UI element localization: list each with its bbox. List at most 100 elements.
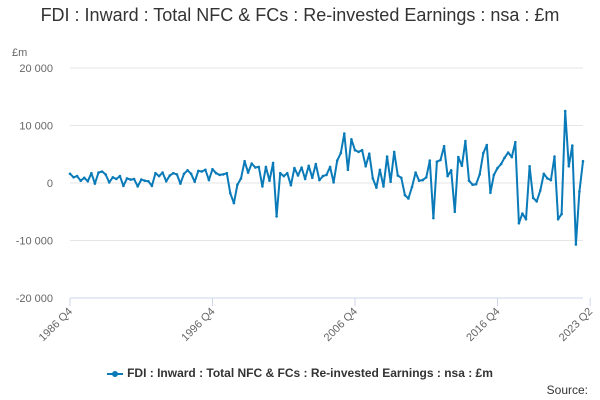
data-point[interactable] [164, 180, 168, 183]
data-point[interactable] [556, 217, 560, 221]
data-point[interactable] [425, 176, 428, 179]
data-point[interactable] [250, 162, 253, 165]
data-point[interactable] [421, 178, 425, 182]
data-point[interactable] [236, 183, 239, 186]
data-point[interactable] [172, 171, 175, 175]
data-point[interactable] [578, 190, 581, 193]
data-point[interactable] [318, 178, 321, 182]
data-point[interactable] [97, 171, 100, 174]
data-point[interactable] [211, 167, 214, 171]
data-point[interactable] [371, 177, 375, 180]
data-point[interactable] [457, 155, 460, 159]
data-point[interactable] [389, 180, 392, 184]
data-point[interactable] [382, 185, 385, 188]
data-point[interactable] [79, 179, 82, 182]
data-point[interactable] [140, 178, 143, 181]
data-point[interactable] [535, 200, 538, 203]
data-point[interactable] [93, 182, 97, 185]
data-point[interactable] [132, 177, 136, 181]
data-point[interactable] [542, 172, 546, 176]
data-point[interactable] [293, 166, 296, 170]
data-point[interactable] [311, 176, 314, 180]
data-point[interactable] [517, 222, 521, 225]
data-point[interactable] [193, 180, 196, 184]
data-point[interactable] [364, 165, 368, 168]
data-point[interactable] [75, 174, 79, 178]
data-point[interactable] [403, 193, 407, 197]
data-point[interactable] [442, 144, 446, 148]
data-point[interactable] [107, 181, 111, 184]
data-point[interactable] [503, 156, 506, 159]
data-point[interactable] [186, 169, 189, 172]
data-point[interactable] [232, 201, 236, 205]
data-point[interactable] [392, 150, 396, 154]
data-point[interactable] [439, 158, 442, 162]
data-point[interactable] [207, 178, 211, 182]
data-point[interactable] [492, 173, 496, 177]
data-point[interactable] [385, 155, 389, 158]
data-point[interactable] [353, 148, 357, 152]
data-point[interactable] [268, 179, 271, 182]
data-point[interactable] [581, 159, 585, 163]
data-point[interactable] [489, 191, 492, 195]
data-point[interactable] [182, 172, 186, 176]
data-point[interactable] [378, 168, 382, 172]
data-point[interactable] [68, 172, 72, 176]
data-point[interactable] [350, 138, 353, 141]
data-point[interactable] [225, 171, 229, 175]
data-point[interactable] [161, 171, 164, 174]
data-point[interactable] [282, 174, 286, 178]
data-point[interactable] [86, 180, 90, 183]
data-point[interactable] [514, 140, 517, 144]
data-point[interactable] [375, 186, 378, 189]
data-point[interactable] [239, 177, 243, 180]
data-point[interactable] [197, 169, 200, 173]
data-point[interactable] [271, 161, 275, 165]
data-point[interactable] [314, 162, 318, 166]
data-point[interactable] [482, 151, 485, 155]
data-point[interactable] [549, 178, 553, 182]
data-point[interactable] [218, 173, 221, 177]
data-point[interactable] [446, 174, 449, 178]
data-point[interactable] [200, 170, 204, 173]
data-point[interactable] [496, 166, 499, 170]
data-point[interactable] [574, 243, 578, 246]
data-point[interactable] [432, 216, 435, 220]
data-point[interactable] [563, 109, 567, 113]
data-point[interactable] [325, 173, 328, 177]
data-point[interactable] [204, 168, 207, 172]
data-point[interactable] [539, 189, 542, 192]
data-point[interactable] [289, 184, 293, 187]
data-point[interactable] [417, 179, 421, 182]
data-point[interactable] [157, 174, 161, 178]
legend[interactable]: FDI : Inward : Total NFC & FCs : Re-inve… [0, 366, 600, 380]
data-point[interactable] [499, 162, 503, 166]
data-point[interactable] [357, 150, 360, 154]
data-point[interactable] [111, 176, 115, 179]
data-point[interactable] [296, 174, 300, 177]
data-point[interactable] [278, 171, 282, 175]
data-point[interactable] [303, 177, 307, 181]
data-point[interactable] [531, 196, 535, 200]
data-point[interactable] [528, 165, 531, 168]
data-point[interactable] [243, 159, 246, 163]
data-point[interactable] [300, 166, 303, 169]
data-point[interactable] [485, 143, 489, 147]
data-point[interactable] [571, 144, 574, 147]
data-point[interactable] [471, 183, 474, 186]
data-point[interactable] [229, 192, 232, 195]
data-point[interactable] [83, 176, 86, 180]
data-point[interactable] [100, 170, 104, 173]
data-point[interactable] [90, 171, 93, 175]
data-point[interactable] [286, 171, 289, 175]
data-point[interactable] [136, 185, 139, 188]
data-point[interactable] [275, 215, 278, 218]
data-point[interactable] [467, 179, 471, 182]
data-point[interactable] [332, 181, 335, 184]
data-point[interactable] [321, 174, 325, 178]
data-point[interactable] [343, 132, 346, 135]
data-point[interactable] [129, 178, 132, 181]
data-point[interactable] [346, 168, 350, 172]
data-point[interactable] [168, 174, 172, 177]
data-point[interactable] [521, 212, 524, 215]
